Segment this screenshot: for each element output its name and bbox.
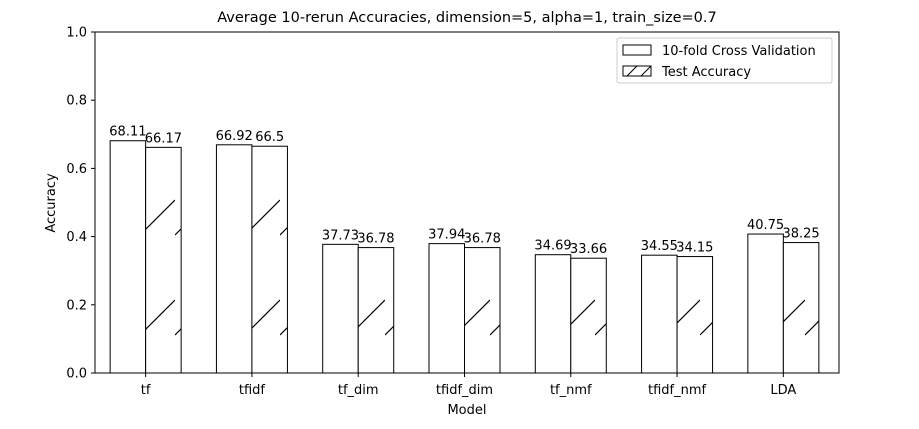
bar-data-label: 68.11 [109, 125, 146, 140]
bar-test-accuracy [357, 247, 395, 374]
legend-hatch-line [626, 65, 638, 77]
y-tick-label: 0.2 [66, 298, 87, 313]
x-tick-label: LDA [770, 383, 796, 398]
bar-cross-validation [322, 243, 359, 374]
bar-data-label: 66.92 [216, 129, 253, 144]
bar-data-label: 66.5 [255, 130, 284, 145]
bar-cross-validation [428, 243, 465, 374]
x-tick-label: tf_nmf [550, 383, 592, 398]
bar-data-label: 37.94 [428, 228, 465, 243]
bar-data-label: 37.73 [322, 228, 359, 243]
legend-swatch-cross-validation [622, 44, 652, 56]
y-tick-label: 0.6 [66, 162, 87, 177]
bar-cross-validation [641, 254, 678, 374]
x-tick-label: tf [141, 383, 151, 398]
chart-title: Average 10-rerun Accuracies, dimension=5… [217, 10, 717, 26]
bar-cross-validation [747, 233, 784, 374]
x-axis-label: Model [447, 403, 486, 418]
x-tick-label: tfidf_dim [436, 383, 493, 398]
y-tick-label: 0.8 [66, 94, 87, 109]
legend-swatch-rect [622, 65, 652, 77]
bar-data-label: 34.15 [676, 241, 713, 256]
bar-test-accuracy [676, 256, 714, 374]
bar-data-label: 36.78 [464, 232, 501, 247]
bar-test-accuracy [570, 257, 607, 374]
bar-test-accuracy [251, 145, 288, 374]
y-tick-label: 0.4 [66, 230, 87, 245]
bar-data-label: 40.75 [747, 218, 784, 233]
bar-cross-validation [534, 254, 572, 374]
bar-test-accuracy [145, 146, 182, 374]
bar-data-label: 66.17 [145, 131, 182, 146]
legend: 10-fold Cross Validation Test Accuracy [616, 37, 833, 84]
bar-data-label: 34.55 [641, 239, 678, 254]
legend-label: 10-fold Cross Validation [662, 44, 816, 59]
bar-data-label: 34.69 [534, 239, 571, 254]
y-tick-label: 1.0 [66, 26, 87, 41]
bar-data-label: 36.78 [357, 232, 394, 247]
x-tick-label: tfidf [239, 383, 266, 398]
y-tick-label: 0.0 [66, 367, 87, 382]
bar-test-accuracy [782, 242, 820, 374]
legend-box [616, 37, 833, 84]
bar-data-label: 38.25 [782, 227, 819, 242]
bar-cross-validation [109, 140, 147, 374]
bar-data-label: 33.66 [570, 242, 607, 257]
bar-cross-validation [215, 144, 253, 374]
bar-test-accuracy [464, 247, 501, 374]
x-tick-label: tfidf_nmf [648, 383, 707, 398]
legend-label: Test Accuracy [661, 65, 751, 80]
x-tick-label: tf_dim [338, 383, 379, 398]
y-axis-label: Accuracy [44, 173, 59, 233]
legend-hatch-line [640, 65, 652, 77]
legend-swatch-test-accuracy [622, 65, 652, 77]
